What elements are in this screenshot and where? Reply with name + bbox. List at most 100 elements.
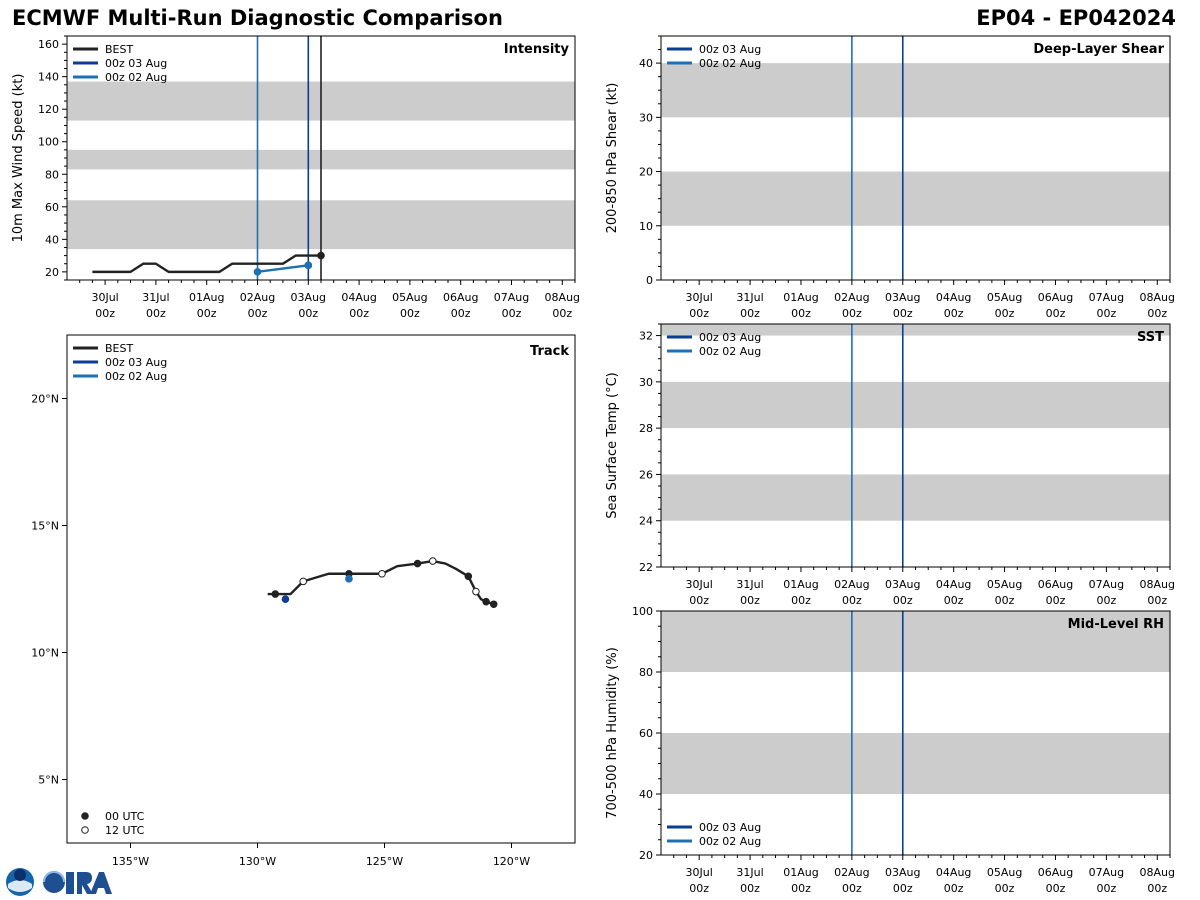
x-tick-date: 30Jul <box>686 291 713 304</box>
x-tick-hour: 00z <box>791 594 811 607</box>
x-tick-date: 07Aug <box>494 291 529 304</box>
x-tick-date: 01Aug <box>189 291 224 304</box>
y-tick-label: 20 <box>45 266 59 279</box>
x-tick-hour: 00z <box>842 307 862 320</box>
lat-tick-label: 20°N <box>31 393 59 406</box>
track-point-12utc <box>378 569 386 578</box>
x-tick-date: 06Aug <box>1038 291 1073 304</box>
x-tick-date: 07Aug <box>1089 866 1124 879</box>
legend-label: 00z 03 Aug <box>699 43 761 56</box>
globe-icon <box>43 871 65 893</box>
track-point-00utc <box>482 597 490 606</box>
y-axis-label: 200-850 hPa Shear (kt) <box>605 83 620 234</box>
threshold-band <box>661 474 1170 521</box>
marker-legend-label: 12 UTC <box>105 824 145 837</box>
y-axis-label: 700-500 hPa Humidity (%) <box>605 647 620 819</box>
x-tick-hour: 00z <box>893 594 913 607</box>
x-tick-date: 06Aug <box>1038 578 1073 591</box>
threshold-band <box>661 611 1170 672</box>
x-tick-hour: 00z <box>1096 307 1116 320</box>
x-tick-hour: 00z <box>893 882 913 895</box>
map-frame <box>66 334 576 844</box>
panel-title: SST <box>1137 330 1164 345</box>
x-tick-date: 08Aug <box>1140 291 1175 304</box>
x-tick-date: 30Jul <box>686 578 713 591</box>
legend-label: 00z 02 Aug <box>105 370 167 383</box>
track-point-12utc <box>428 557 437 565</box>
x-tick-hour: 00z <box>944 307 964 320</box>
noaa-cira-logo <box>6 868 112 896</box>
lon-tick-label: 135°W <box>112 855 149 868</box>
x-tick-date: 02Aug <box>834 866 869 879</box>
x-tick-hour: 00z <box>1147 307 1167 320</box>
y-tick-label: 160 <box>38 38 59 51</box>
x-tick-hour: 00z <box>451 307 471 320</box>
x-tick-hour: 00z <box>995 594 1015 607</box>
series-line <box>92 254 321 274</box>
x-tick-hour: 00z <box>689 594 709 607</box>
x-tick-date: 04Aug <box>341 291 376 304</box>
track-point-00utc <box>489 600 498 609</box>
threshold-band <box>661 63 1170 118</box>
x-tick-date: 02Aug <box>834 291 869 304</box>
lat-tick-label: 5°N <box>38 774 59 787</box>
y-tick-label: 10 <box>639 220 653 233</box>
x-tick-date: 06Aug <box>443 291 478 304</box>
panel-title: Deep-Layer Shear <box>1033 42 1164 57</box>
x-tick-hour: 00z <box>740 594 760 607</box>
y-tick-label: 30 <box>639 111 653 124</box>
track-point-00utc <box>464 572 473 581</box>
marker-legend-symbol <box>81 812 89 820</box>
x-tick-hour: 00z <box>552 307 572 320</box>
legend-label: BEST <box>105 342 133 355</box>
series-end-point <box>317 251 325 260</box>
track-point-12utc <box>472 587 480 596</box>
plot-frame <box>660 323 1171 568</box>
legend-label: 00z 03 Aug <box>105 356 167 369</box>
y-tick-label: 20 <box>639 849 653 862</box>
x-tick-hour: 00z <box>995 307 1015 320</box>
legend-label: 00z 03 Aug <box>105 57 167 70</box>
lat-tick-label: 15°N <box>31 520 59 533</box>
x-tick-hour: 00z <box>146 307 166 320</box>
x-tick-hour: 00z <box>248 307 268 320</box>
x-tick-date: 08Aug <box>545 291 580 304</box>
x-tick-hour: 00z <box>995 882 1015 895</box>
x-tick-date: 06Aug <box>1038 866 1073 879</box>
run-track-point <box>345 575 353 583</box>
x-tick-hour: 00z <box>740 307 760 320</box>
x-tick-date: 04Aug <box>936 291 971 304</box>
x-tick-date: 30Jul <box>686 866 713 879</box>
x-tick-date: 07Aug <box>1089 291 1124 304</box>
threshold-band <box>661 381 1170 429</box>
x-tick-date: 07Aug <box>1089 578 1124 591</box>
x-tick-hour: 00z <box>791 307 811 320</box>
x-tick-hour: 00z <box>349 307 369 320</box>
lon-tick-label: 130°W <box>239 855 276 868</box>
lon-tick-label: 125°W <box>366 855 403 868</box>
y-tick-label: 120 <box>38 103 59 116</box>
legend-label: BEST <box>105 43 133 56</box>
y-tick-label: 30 <box>639 376 653 389</box>
x-tick-hour: 00z <box>1147 882 1167 895</box>
x-tick-date: 05Aug <box>392 291 427 304</box>
legend-label: 00z 02 Aug <box>699 57 761 70</box>
x-tick-hour: 00z <box>1046 307 1066 320</box>
y-tick-label: 60 <box>45 201 59 214</box>
x-tick-hour: 00z <box>842 594 862 607</box>
marker-legend-label: 00 UTC <box>105 810 145 823</box>
y-tick-label: 20 <box>639 166 653 179</box>
panel-shear: 0 10 20 30 40 30Jul 00z 31Jul 00z 01Aug 00z 02Aug 00… <box>605 35 1175 320</box>
plot-area <box>661 611 1170 855</box>
panel-intensity: 20 40 60 80 100 120 140 160 30Jul 00z 31Jul 00z 01Au… <box>11 35 580 320</box>
x-tick-date: 08Aug <box>1140 866 1175 879</box>
x-tick-date: 30Jul <box>91 291 118 304</box>
legend-label: 00z 03 Aug <box>699 821 761 834</box>
x-tick-date: 31Jul <box>736 866 763 879</box>
storm-id: EP04 - EP042024 <box>976 6 1176 30</box>
x-tick-hour: 00z <box>689 307 709 320</box>
y-tick-label: 80 <box>639 666 653 679</box>
x-tick-hour: 00z <box>1096 594 1116 607</box>
y-tick-label: 24 <box>639 515 653 528</box>
